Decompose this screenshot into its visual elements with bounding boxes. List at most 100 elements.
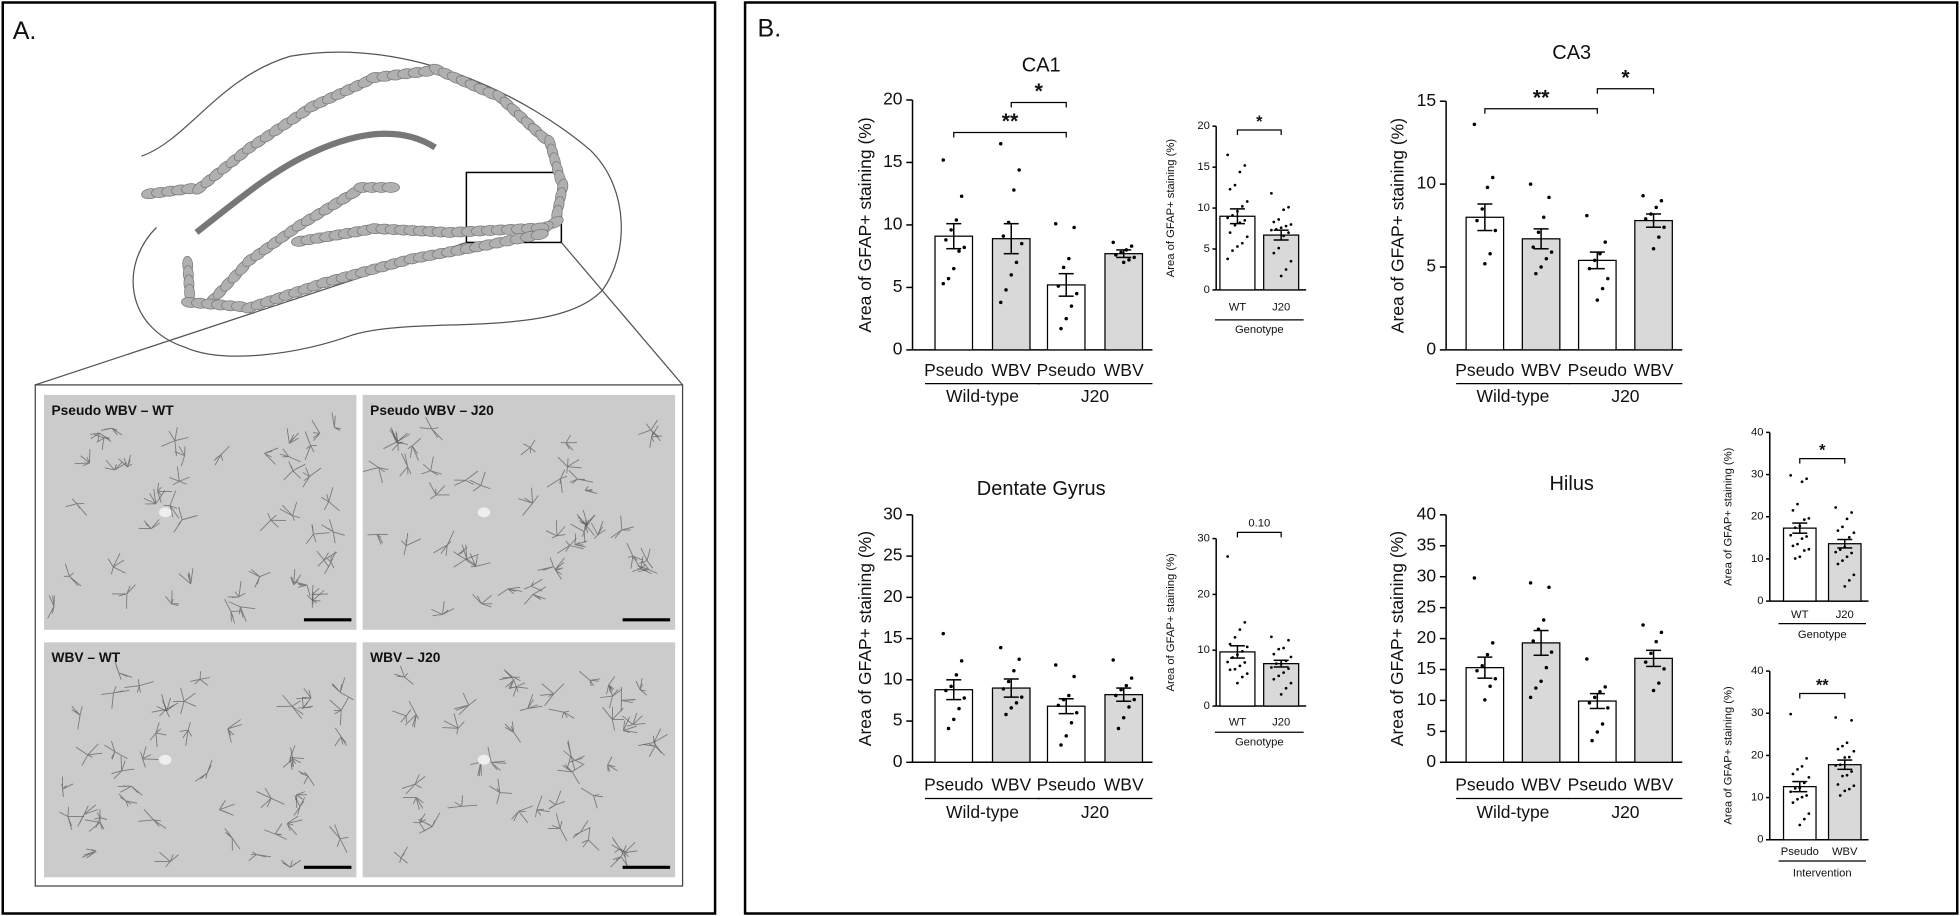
- data-point: [1119, 687, 1123, 692]
- data-point: [998, 645, 1003, 650]
- astrocyte: [302, 467, 322, 488]
- significance-label: **: [1533, 85, 1550, 109]
- group-label: Wild-type: [946, 802, 1019, 822]
- data-point: [1789, 474, 1793, 477]
- astrocyte: [637, 728, 668, 754]
- data-point: [1802, 817, 1806, 821]
- data-point: [1277, 218, 1281, 221]
- y-tick-label: 10: [1197, 202, 1210, 214]
- data-point: [1793, 786, 1797, 790]
- data-point: [1847, 579, 1851, 582]
- y-tick-label: 5: [1426, 256, 1436, 276]
- data-point: [1802, 781, 1806, 785]
- astrocyte: [286, 428, 299, 444]
- data-point: [1798, 524, 1802, 528]
- data-point: [1485, 652, 1490, 657]
- significance-label: *: [1035, 79, 1044, 103]
- micrograph-label: Pseudo WBV – WT: [52, 403, 175, 418]
- chart-title: CA3: [1552, 42, 1591, 64]
- astrocyte: [47, 595, 55, 619]
- astrocyte: [90, 432, 112, 442]
- astrocyte: [311, 584, 328, 608]
- data-point: [1284, 686, 1288, 690]
- y-tick-label: 15: [883, 627, 902, 647]
- data-point: [1606, 276, 1610, 281]
- data-point: [1651, 247, 1656, 251]
- astrocyte: [548, 708, 575, 719]
- data-point: [1791, 509, 1795, 512]
- data-point: [1789, 712, 1793, 716]
- data-point: [1531, 245, 1535, 249]
- data-point: [1069, 304, 1074, 308]
- bar: [1219, 651, 1256, 707]
- x-tick-label: WBV: [1634, 360, 1674, 380]
- astrocyte: [393, 846, 408, 864]
- x-tick-label: WBV: [1521, 775, 1561, 795]
- astrocyte: [256, 787, 285, 808]
- data-point: [1272, 220, 1276, 224]
- astrocyte: [280, 859, 302, 868]
- data-point: [1598, 251, 1602, 256]
- data-point: [1243, 164, 1247, 167]
- astrocyte: [316, 550, 338, 568]
- astrocyte: [224, 828, 241, 851]
- data-point: [1061, 697, 1066, 702]
- bar: [1827, 764, 1862, 841]
- significance-bracket: [1484, 108, 1598, 114]
- cell: [381, 182, 400, 193]
- bar: [1521, 642, 1561, 763]
- data-point: [1245, 235, 1249, 239]
- data-point: [1289, 259, 1293, 263]
- data-point: [1282, 671, 1285, 674]
- data-point: [1009, 706, 1013, 710]
- astrocyte: [566, 740, 576, 771]
- x-tick-label: WBV: [1521, 360, 1561, 380]
- data-point: [1238, 628, 1242, 631]
- astrocyte: [626, 542, 644, 569]
- astrocyte: [421, 456, 442, 476]
- data-point: [1277, 674, 1281, 678]
- data-point: [1836, 747, 1840, 751]
- y-tick-label: 20: [1197, 588, 1210, 600]
- y-tick-label: 0: [893, 339, 903, 359]
- data-point: [1544, 665, 1549, 670]
- y-tick-label: 30: [1197, 533, 1210, 545]
- data-point: [1475, 668, 1479, 673]
- data-point: [1796, 502, 1799, 506]
- data-point: [941, 631, 946, 636]
- y-tick-label: 25: [883, 545, 902, 565]
- micrograph: [44, 394, 357, 630]
- x-tick-label: Pseudo: [1781, 846, 1819, 858]
- x-tick-label: Pseudo: [1037, 775, 1096, 795]
- astrocyte: [622, 712, 646, 727]
- data-point: [1240, 649, 1244, 653]
- astrocyte: [311, 419, 321, 441]
- panel-label: A.: [13, 17, 37, 45]
- data-point: [1791, 801, 1795, 805]
- y-tick-label: 20: [883, 89, 903, 109]
- data-point: [1850, 551, 1853, 555]
- data-point: [1845, 555, 1849, 559]
- astrocyte: [195, 759, 213, 782]
- astrocyte: [469, 761, 482, 777]
- astrocyte: [111, 756, 135, 780]
- y-axis-label: Area of GFAP+ staining (%): [855, 531, 875, 746]
- data-point: [1240, 205, 1244, 208]
- data-point: [1850, 770, 1853, 773]
- y-tick-label: 25: [1417, 596, 1436, 616]
- astrocyte: [286, 815, 303, 836]
- data-point: [1841, 559, 1844, 562]
- y-tick-label: 40: [1751, 426, 1763, 438]
- astrocyte: [138, 809, 167, 829]
- astrocyte: [169, 466, 190, 486]
- data-point: [1490, 175, 1495, 180]
- data-point: [1834, 550, 1838, 554]
- data-point: [1847, 536, 1851, 539]
- data-point: [1289, 655, 1293, 659]
- x-tick-label: Pseudo: [1568, 360, 1627, 380]
- panel-b-frame: [743, 1, 1959, 915]
- data-point: [1654, 205, 1658, 210]
- data-point: [1536, 627, 1541, 632]
- x-tick-label: WBV: [991, 360, 1031, 380]
- y-axis-label: Area of GFAP+ staining (%): [1387, 118, 1407, 333]
